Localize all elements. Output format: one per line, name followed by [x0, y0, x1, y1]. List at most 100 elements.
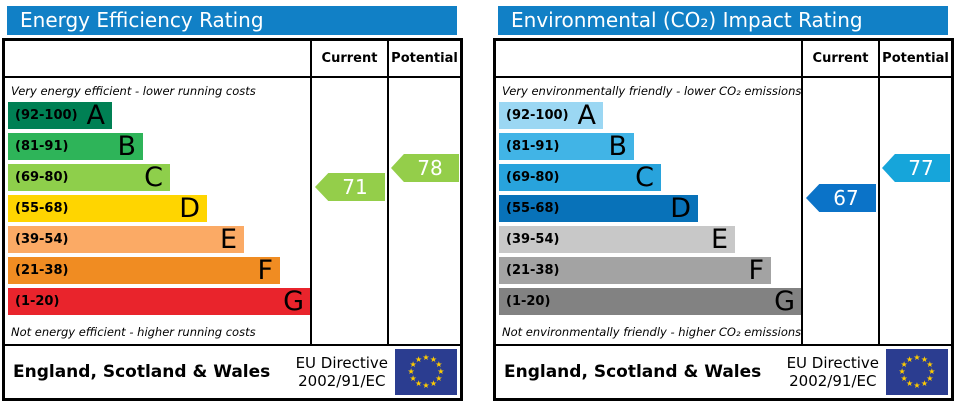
current-column-cell: 67 — [801, 78, 878, 344]
band-c-range: (69-80) — [15, 170, 69, 185]
bottom-caption: Not energy efficient - higher running co… — [11, 325, 256, 339]
bands: (92-100) A (81-91) B (69-80) C (55-68) D — [8, 102, 310, 315]
band-d-letter: D — [670, 193, 691, 224]
eu-flag-star: ★ — [409, 374, 417, 384]
current-rating-value: 67 — [833, 186, 859, 210]
eu-flag-star: ★ — [407, 367, 415, 376]
band-a-range: (92-100) — [15, 108, 78, 123]
band-g-range: (1-20) — [506, 294, 551, 309]
band-a-letter: A — [86, 100, 105, 131]
band-g-letter: G — [283, 286, 304, 317]
potential-column-header: Potential — [387, 41, 460, 76]
band-a-letter: A — [577, 100, 596, 131]
band-g: (1-20) G — [499, 288, 801, 315]
band-e-letter: E — [219, 224, 237, 255]
eu-flag-star: ★ — [913, 381, 921, 391]
band-c: (69-80) C — [8, 164, 170, 191]
bands: (92-100) A (81-91) B (69-80) C (55-68) D — [499, 102, 801, 315]
band-g-range: (1-20) — [15, 294, 60, 309]
band-f-range: (21-38) — [506, 263, 560, 278]
band-f: (21-38) F — [8, 257, 280, 284]
band-f-range: (21-38) — [15, 263, 69, 278]
eu-flag-star: ★ — [429, 379, 438, 389]
top-caption: Very energy efficient - lower running co… — [11, 84, 256, 98]
eu-flag-star: ★ — [422, 381, 430, 391]
eu-flag-star: ★ — [429, 354, 438, 364]
bottom-caption: Not environmentally friendly - higher CO… — [502, 325, 801, 339]
band-f-letter: F — [257, 255, 273, 286]
eu-flag-star: ★ — [898, 367, 906, 376]
current-rating-value: 71 — [342, 175, 368, 199]
band-d: (55-68) D — [499, 195, 698, 222]
potential-column-cell: 78 — [387, 78, 460, 344]
table-header-row: Current Potential — [496, 41, 951, 78]
eu-flag-star: ★ — [913, 352, 921, 362]
potential-rating-arrow: 77 — [882, 154, 950, 182]
region-label: England, Scotland & Wales — [13, 362, 271, 382]
table-body-row: Very environmentally friendly - lower CO… — [496, 78, 951, 344]
table-header-row: Current Potential — [5, 41, 460, 78]
band-e-letter: E — [710, 224, 728, 255]
eu-flag-star: ★ — [920, 354, 929, 364]
rating-table: Current Potential Very energy efficient … — [2, 38, 463, 401]
potential-rating-arrow: 78 — [391, 154, 459, 182]
band-b-letter: B — [117, 131, 136, 162]
current-column-cell: 71 — [310, 78, 387, 344]
band-b-letter: B — [608, 131, 627, 162]
band-a: (92-100) A — [8, 102, 112, 129]
chart-title: Energy Efficiency Rating — [7, 6, 457, 35]
current-column-header: Current — [310, 41, 387, 76]
eu-flag-icon: ★ ★ ★ ★ ★ ★ ★ ★ ★ ★ ★ ★ — [395, 349, 457, 395]
band-b-range: (81-91) — [15, 139, 69, 154]
band-d: (55-68) D — [8, 195, 207, 222]
table-footer-row: England, Scotland & Wales EU Directive 2… — [496, 344, 951, 398]
band-scale: Very environmentally friendly - lower CO… — [496, 78, 801, 344]
potential-rating-value: 78 — [417, 156, 443, 180]
rating-table: Current Potential Very environmentally f… — [493, 38, 954, 401]
band-e-range: (39-54) — [506, 232, 560, 247]
band-c-letter: C — [144, 162, 163, 193]
band-f-letter: F — [748, 255, 764, 286]
band-scale: Very energy efficient - lower running co… — [5, 78, 310, 344]
eu-flag-star: ★ — [422, 352, 430, 362]
eu-directive-line1: EU Directive — [295, 353, 388, 372]
band-c-range: (69-80) — [506, 170, 560, 185]
eu-flag-star: ★ — [900, 359, 908, 369]
eu-flag-star: ★ — [926, 374, 934, 384]
band-e: (39-54) E — [8, 226, 244, 253]
eu-directive-label: EU Directive 2002/91/EC — [787, 354, 879, 391]
band-g: (1-20) G — [8, 288, 310, 315]
eu-flag-star: ★ — [414, 379, 423, 389]
current-rating-arrow: 67 — [806, 184, 876, 212]
eu-flag-star: ★ — [905, 379, 914, 389]
chart-title: Environmental (CO₂) Impact Rating — [498, 6, 948, 35]
eu-directive-line2: 2002/91/EC — [298, 372, 386, 390]
table-footer-row: England, Scotland & Wales EU Directive 2… — [5, 344, 460, 398]
eu-directive-label: EU Directive 2002/91/EC — [296, 354, 388, 391]
eu-flag-star: ★ — [900, 374, 908, 384]
potential-column-cell: 77 — [878, 78, 951, 344]
band-f: (21-38) F — [499, 257, 771, 284]
band-c-letter: C — [635, 162, 654, 193]
current-rating-arrow: 71 — [315, 173, 385, 201]
band-c: (69-80) C — [499, 164, 661, 191]
header-spacer-cell — [5, 41, 310, 76]
band-g-letter: G — [774, 286, 795, 317]
band-a: (92-100) A — [499, 102, 603, 129]
eu-directive-line2: 2002/91/EC — [789, 372, 877, 390]
band-b: (81-91) B — [499, 133, 634, 160]
band-e-range: (39-54) — [15, 232, 69, 247]
region-label: England, Scotland & Wales — [504, 362, 762, 382]
potential-rating-value: 77 — [908, 156, 934, 180]
band-d-letter: D — [179, 193, 200, 224]
eu-flag-star: ★ — [435, 374, 443, 384]
environmental-impact-chart: Environmental (CO₂) Impact Rating Curren… — [491, 2, 957, 402]
table-body-row: Very energy efficient - lower running co… — [5, 78, 460, 344]
eu-flag-star: ★ — [409, 359, 417, 369]
eu-flag-star: ★ — [928, 367, 936, 376]
band-a-range: (92-100) — [506, 108, 569, 123]
eu-flag-star: ★ — [414, 354, 423, 364]
eu-directive-line1: EU Directive — [786, 353, 879, 372]
current-column-header: Current — [801, 41, 878, 76]
band-b: (81-91) B — [8, 133, 143, 160]
